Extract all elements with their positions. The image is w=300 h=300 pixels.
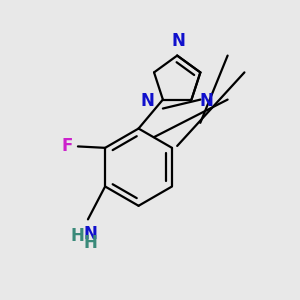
Text: N: N xyxy=(200,92,213,110)
Text: N: N xyxy=(172,32,185,50)
Text: N: N xyxy=(141,92,155,110)
Text: H: H xyxy=(71,226,85,244)
Text: N: N xyxy=(84,224,98,242)
Text: F: F xyxy=(61,136,73,154)
Text: H: H xyxy=(84,234,98,252)
